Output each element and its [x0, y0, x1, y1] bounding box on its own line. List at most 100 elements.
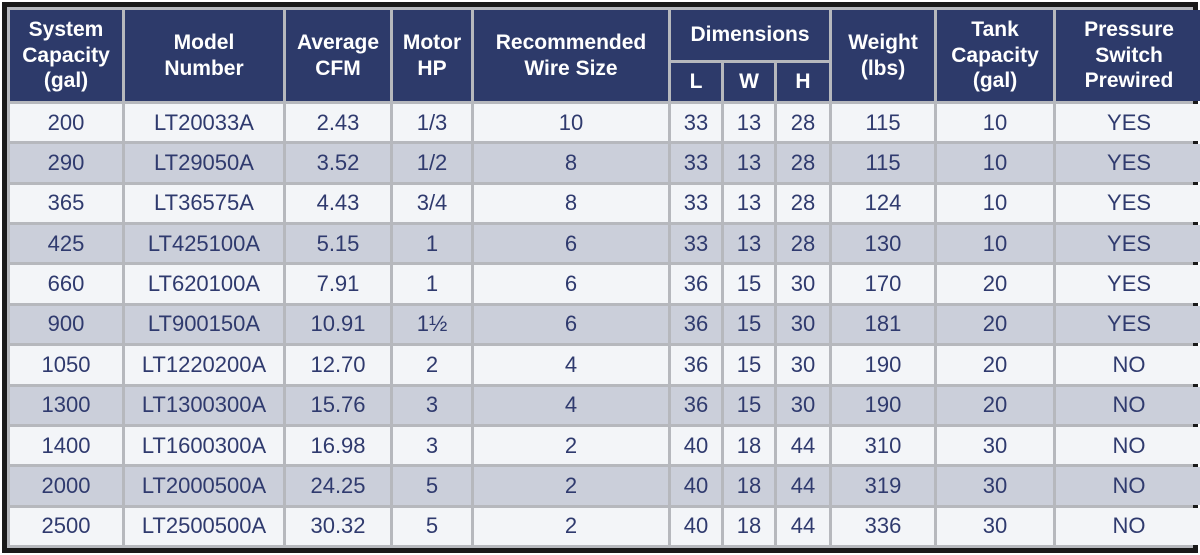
table-cell: 30 — [777, 305, 830, 344]
table-cell: 115 — [832, 104, 935, 142]
table-cell: YES — [1056, 305, 1200, 344]
table-cell: 190 — [832, 346, 935, 384]
table-row: 900 LT900150A 10.91 1½ 6 36 15 30 181 20 YES — [10, 305, 1200, 344]
table-cell: 7.91 — [286, 265, 390, 303]
table-cell: LT900150A — [125, 305, 283, 344]
table-cell: 33 — [671, 184, 721, 223]
table-cell: 310 — [832, 426, 935, 465]
table-cell: NO — [1056, 507, 1200, 545]
column-header-dim-l: L — [671, 63, 721, 101]
table-cell: 660 — [10, 265, 122, 303]
table-cell: 28 — [777, 225, 830, 263]
table-cell: NO — [1056, 426, 1200, 465]
table-cell: LT1300300A — [125, 386, 283, 424]
table-cell: 425 — [10, 225, 122, 263]
table-cell: 2 — [474, 467, 668, 505]
table-cell: 1 — [393, 225, 471, 263]
column-header-system-capacity: System Capacity (gal) — [10, 10, 122, 101]
table-cell: 30 — [937, 467, 1054, 505]
table-cell: NO — [1056, 467, 1200, 505]
table-row: 290 LT29050A 3.52 1/2 8 33 13 28 115 10 YES — [10, 144, 1200, 182]
column-header-average-cfm: Average CFM — [286, 10, 390, 101]
table-cell: 4 — [474, 346, 668, 384]
table-cell: 30 — [777, 386, 830, 424]
table-cell: 4.43 — [286, 184, 390, 223]
table-cell: 20 — [937, 386, 1054, 424]
compressor-spec-table: System Capacity (gal) Model Number Avera… — [7, 7, 1200, 548]
table-cell: YES — [1056, 104, 1200, 142]
table-cell: 115 — [832, 144, 935, 182]
table-cell: LT36575A — [125, 184, 283, 223]
table-cell: 40 — [671, 426, 721, 465]
table-cell: 13 — [724, 225, 774, 263]
table-row: 365 LT36575A 4.43 3/4 8 33 13 28 124 10 YES — [10, 184, 1200, 223]
table-cell: YES — [1056, 184, 1200, 223]
table-cell: 1300 — [10, 386, 122, 424]
table-cell: 2 — [474, 507, 668, 545]
table-cell: 44 — [777, 467, 830, 505]
table-cell: 8 — [474, 184, 668, 223]
table-cell: 10 — [937, 104, 1054, 142]
table-cell: 124 — [832, 184, 935, 223]
table-cell: 2500 — [10, 507, 122, 545]
table-cell: 10.91 — [286, 305, 390, 344]
table-cell: 2 — [474, 426, 668, 465]
table-cell: 6 — [474, 305, 668, 344]
table-cell: 1050 — [10, 346, 122, 384]
table-cell: 6 — [474, 225, 668, 263]
table-cell: 30 — [777, 346, 830, 384]
table-cell: 33 — [671, 104, 721, 142]
column-header-motor-hp: Motor HP — [393, 10, 471, 101]
table-cell: 3 — [393, 386, 471, 424]
table-cell: 181 — [832, 305, 935, 344]
table-cell: 190 — [832, 386, 935, 424]
table-cell: 10 — [937, 144, 1054, 182]
table-cell: 20 — [937, 265, 1054, 303]
table-cell: 13 — [724, 104, 774, 142]
table-cell: 36 — [671, 265, 721, 303]
table-cell: 10 — [937, 184, 1054, 223]
table-cell: 15 — [724, 386, 774, 424]
table-cell: LT29050A — [125, 144, 283, 182]
table-cell: 13 — [724, 184, 774, 223]
table-cell: 3 — [393, 426, 471, 465]
table-cell: 15.76 — [286, 386, 390, 424]
table-cell: LT425100A — [125, 225, 283, 263]
table-cell: 170 — [832, 265, 935, 303]
table-cell: 1½ — [393, 305, 471, 344]
table-cell: LT620100A — [125, 265, 283, 303]
table-row: 1300 LT1300300A 15.76 3 4 36 15 30 190 20 NO — [10, 386, 1200, 424]
table-cell: 44 — [777, 507, 830, 545]
table-cell: 28 — [777, 104, 830, 142]
table-cell: 36 — [671, 386, 721, 424]
table-cell: LT20033A — [125, 104, 283, 142]
table-cell: 5 — [393, 507, 471, 545]
table-cell: 5 — [393, 467, 471, 505]
table-cell: 18 — [724, 507, 774, 545]
table-cell: YES — [1056, 144, 1200, 182]
table-cell: YES — [1056, 265, 1200, 303]
table-cell: 40 — [671, 507, 721, 545]
table-cell: 4 — [474, 386, 668, 424]
table-cell: LT1600300A — [125, 426, 283, 465]
table-cell: NO — [1056, 386, 1200, 424]
table-cell: 1400 — [10, 426, 122, 465]
table-row: 200 LT20033A 2.43 1/3 10 33 13 28 115 10 YES — [10, 104, 1200, 142]
table-cell: 15 — [724, 265, 774, 303]
table-cell: 30 — [937, 426, 1054, 465]
table-cell: 18 — [724, 426, 774, 465]
table-cell: 365 — [10, 184, 122, 223]
table-cell: 1/3 — [393, 104, 471, 142]
table-row: 2500 LT2500500A 30.32 5 2 40 18 44 336 30 NO — [10, 507, 1200, 545]
table-cell: 44 — [777, 426, 830, 465]
table-cell: 33 — [671, 144, 721, 182]
table-cell: 36 — [671, 305, 721, 344]
column-header-dim-w: W — [724, 63, 774, 101]
column-header-wire-size: Recommended Wire Size — [474, 10, 668, 101]
table-cell: 30 — [937, 507, 1054, 545]
table-cell: 10 — [937, 225, 1054, 263]
table-cell: 33 — [671, 225, 721, 263]
table-row: 660 LT620100A 7.91 1 6 36 15 30 170 20 YES — [10, 265, 1200, 303]
table-cell: LT2000500A — [125, 467, 283, 505]
